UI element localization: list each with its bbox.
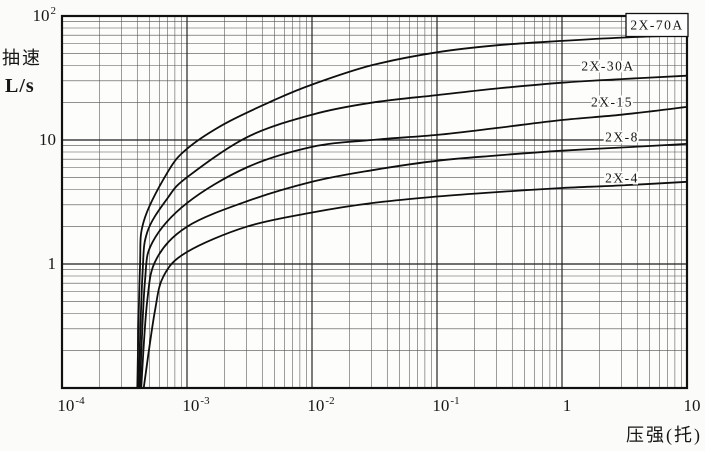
plot-border xyxy=(60,14,689,390)
curve-2X-15 xyxy=(139,106,687,388)
y-axis-unit: L/s xyxy=(5,75,35,97)
x-tick-label: 1 xyxy=(563,396,572,415)
series-label-2X-15: 2X-15 xyxy=(591,95,633,110)
y-tick-label: 1 xyxy=(48,254,57,273)
series-label-2X-8: 2X-8 xyxy=(605,130,639,145)
curve-2X-4 xyxy=(142,180,687,388)
x-tick-label: 10-2 xyxy=(307,395,334,415)
x-tick-label: 10 xyxy=(684,396,701,415)
grid-minor-lines xyxy=(62,16,687,388)
x-tick-label: 10-3 xyxy=(182,395,210,415)
x-tick-label: 10-1 xyxy=(432,395,459,415)
curve-2X-8 xyxy=(140,143,687,388)
y-tick-label: 102 xyxy=(33,5,57,25)
curve-2X-30A xyxy=(137,74,687,388)
pump-speed-curves xyxy=(136,34,687,388)
y-axis-title: 抽速 xyxy=(2,48,42,68)
x-axis-title: 压强(托) xyxy=(626,425,702,446)
series-label-2X-30A: 2X-30A xyxy=(581,59,634,74)
x-tick-label: 10-4 xyxy=(57,395,85,415)
series-label-box-2X-70A xyxy=(625,12,689,38)
series-label-2X-70A: 2X-70A xyxy=(630,18,683,33)
y-tick-label: 10 xyxy=(39,130,56,149)
curve-2X-70A xyxy=(136,34,687,388)
chart-generated-content: 10-4 10-3 10-2 10-1 1 10 102 10 1 2X-70A 2X-30A 2X-… xyxy=(33,5,701,415)
grid-major-lines xyxy=(62,16,687,388)
series-label-2X-4: 2X-4 xyxy=(605,171,639,186)
